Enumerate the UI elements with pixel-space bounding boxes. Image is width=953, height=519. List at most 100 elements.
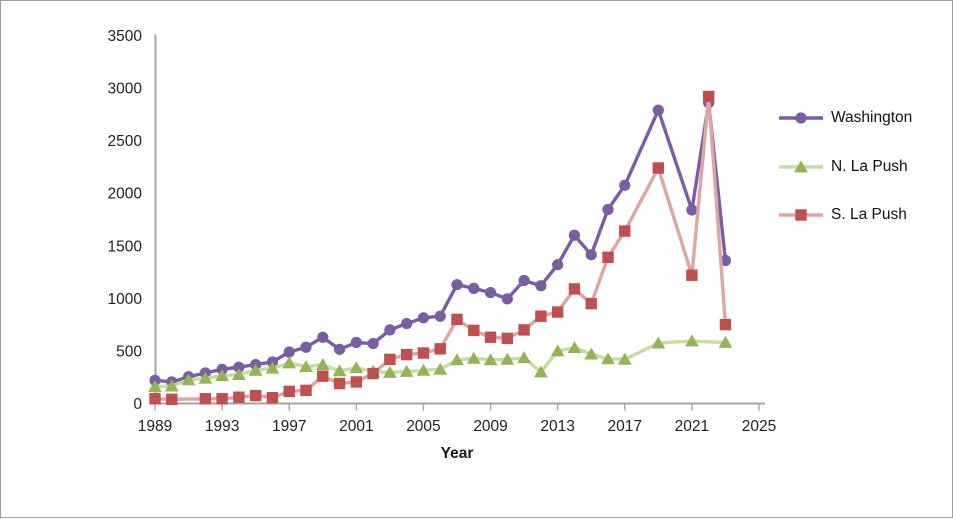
series-n-la-push-marker-7 (265, 361, 280, 374)
series-washington-marker-8 (283, 346, 295, 358)
y-tick-label-2000: 2000 (108, 186, 143, 203)
series-n-la-push-marker-10 (315, 357, 330, 370)
series-washington-line (153, 101, 728, 384)
y-tick-label-3500: 3500 (108, 28, 143, 45)
series-n-la-push-marker-5 (231, 367, 246, 380)
n-la-push-legend-marker-icon (779, 159, 823, 172)
series-s-la-push-marker-23 (551, 306, 564, 318)
series-n-la-push-marker-16 (416, 363, 431, 376)
legend-label-s-la-push: S. La Push (831, 205, 907, 223)
series-s-la-push-marker-8 (300, 384, 312, 397)
series-washington-marker-19 (468, 282, 480, 294)
series-n-la-push-marker-19 (466, 351, 481, 364)
y-tick-label-1000: 1000 (108, 291, 143, 308)
series-s-la-push-marker-6 (266, 392, 279, 404)
y-tick-label-1500: 1500 (108, 238, 143, 255)
series-s-la-push-marker-13 (384, 353, 396, 366)
series-n-la-push-marker-20 (483, 353, 498, 366)
series-washington-marker-11 (333, 343, 346, 355)
x-tick-label-2001: 2001 (339, 418, 373, 435)
x-tick-label-2013: 2013 (540, 418, 574, 435)
series-s-la-push-marker-20 (501, 332, 514, 345)
series-n-la-push-marker-12 (349, 361, 364, 374)
series-washington-marker-26 (585, 249, 597, 261)
series-s-la-push-marker-5 (249, 389, 262, 402)
series-s-la-push-marker-29 (686, 269, 698, 281)
series-washington-marker-17 (434, 310, 446, 322)
series-n-la-push-marker-8 (282, 356, 297, 369)
series-s-la-push-marker-27 (619, 225, 631, 237)
washington-legend-marker-icon (779, 112, 823, 124)
series-s-la-push-marker-15 (417, 347, 430, 359)
series-n-la-push-marker-17 (433, 362, 448, 375)
series-n-la-push-marker-21 (500, 352, 515, 365)
series-n-la-push-marker-9 (299, 360, 313, 373)
series-n-la-push-marker-31 (718, 335, 733, 348)
series-s-la-push-marker-0 (149, 393, 161, 405)
series-s-la-push-marker-1 (166, 393, 178, 405)
series-n-la-push-marker-29 (651, 336, 666, 349)
series-n-la-push-marker-26 (584, 347, 599, 360)
series-s-la-push-marker-17 (451, 313, 463, 326)
series-n-la-push-marker-30 (684, 334, 699, 347)
legend-item-s-la-push: S. La Push (779, 204, 907, 226)
series-n-la-push-marker-4 (215, 369, 230, 382)
series-n-la-push-marker-11 (332, 364, 347, 377)
series-washington-marker-16 (417, 312, 430, 324)
series-washington-marker-15 (401, 317, 413, 330)
series-washington-marker-14 (384, 324, 396, 336)
series-washington-marker-9 (300, 341, 312, 353)
series-s-la-push-marker-18 (468, 324, 480, 337)
series-n-la-push-marker-18 (450, 353, 464, 366)
series-s-la-push-marker-3 (216, 393, 228, 405)
x-tick-label-2025: 2025 (742, 418, 776, 435)
series-n-la-push-marker-14 (382, 365, 397, 378)
series-washington-marker-24 (552, 259, 564, 271)
series-washington-marker-23 (535, 280, 547, 292)
series-washington-marker-13 (367, 337, 379, 350)
series-washington-marker-5 (233, 361, 245, 373)
series-n-la-push-marker-23 (533, 365, 548, 378)
legend-label-washington: Washington (831, 109, 913, 126)
series-s-la-push-marker-11 (350, 376, 363, 388)
x-tick-label-2017: 2017 (608, 418, 642, 435)
series-s-la-push-marker-30 (702, 90, 715, 103)
series-washington-marker-21 (501, 293, 513, 305)
series-n-la-push-marker-15 (399, 364, 414, 377)
series-n-la-push-marker-27 (601, 352, 615, 365)
series-s-la-push-marker-14 (400, 348, 413, 361)
series-s-la-push-marker-19 (484, 331, 497, 343)
series-s-la-push-marker-2 (199, 393, 212, 405)
s-la-push-legend-marker-icon (779, 208, 823, 221)
series-n-la-push-marker-22 (517, 351, 532, 364)
series-s-la-push-marker-31 (719, 318, 732, 331)
series-s-la-push-marker-25 (585, 297, 597, 310)
series-washington-marker-25 (568, 229, 581, 241)
x-tick-label-1997: 1997 (272, 418, 306, 435)
legend-item-washington: Washington (779, 107, 912, 129)
x-tick-label-1989: 1989 (138, 418, 172, 435)
series-washington-marker-22 (518, 274, 530, 287)
series-n-la-push-marker-3 (198, 371, 213, 384)
y-tick-label-500: 500 (116, 343, 142, 360)
series-s-la-push-marker-26 (602, 251, 614, 264)
series-s-la-push-marker-22 (535, 310, 547, 322)
series-washington-marker-12 (350, 336, 362, 349)
x-tick-label-2005: 2005 (406, 418, 440, 435)
series-washington-marker-29 (652, 104, 664, 116)
x-axis-title: Year (440, 445, 474, 462)
series-s-la-push-marker-9 (317, 370, 329, 382)
series-n-la-push-marker-24 (550, 344, 565, 357)
series-washington-marker-10 (317, 331, 329, 343)
series-washington-marker-27 (602, 203, 614, 216)
x-tick-label-1993: 1993 (205, 418, 239, 435)
x-tick-label-2009: 2009 (473, 418, 507, 435)
series-s-la-push-marker-21 (518, 324, 530, 336)
series-washington-marker-28 (619, 179, 631, 191)
series-n-la-push-marker-25 (567, 341, 582, 354)
series-s-la-push-marker-24 (568, 283, 581, 295)
legend-item-n-la-push: N. La Push (779, 156, 908, 178)
series-washington-marker-20 (484, 286, 497, 299)
